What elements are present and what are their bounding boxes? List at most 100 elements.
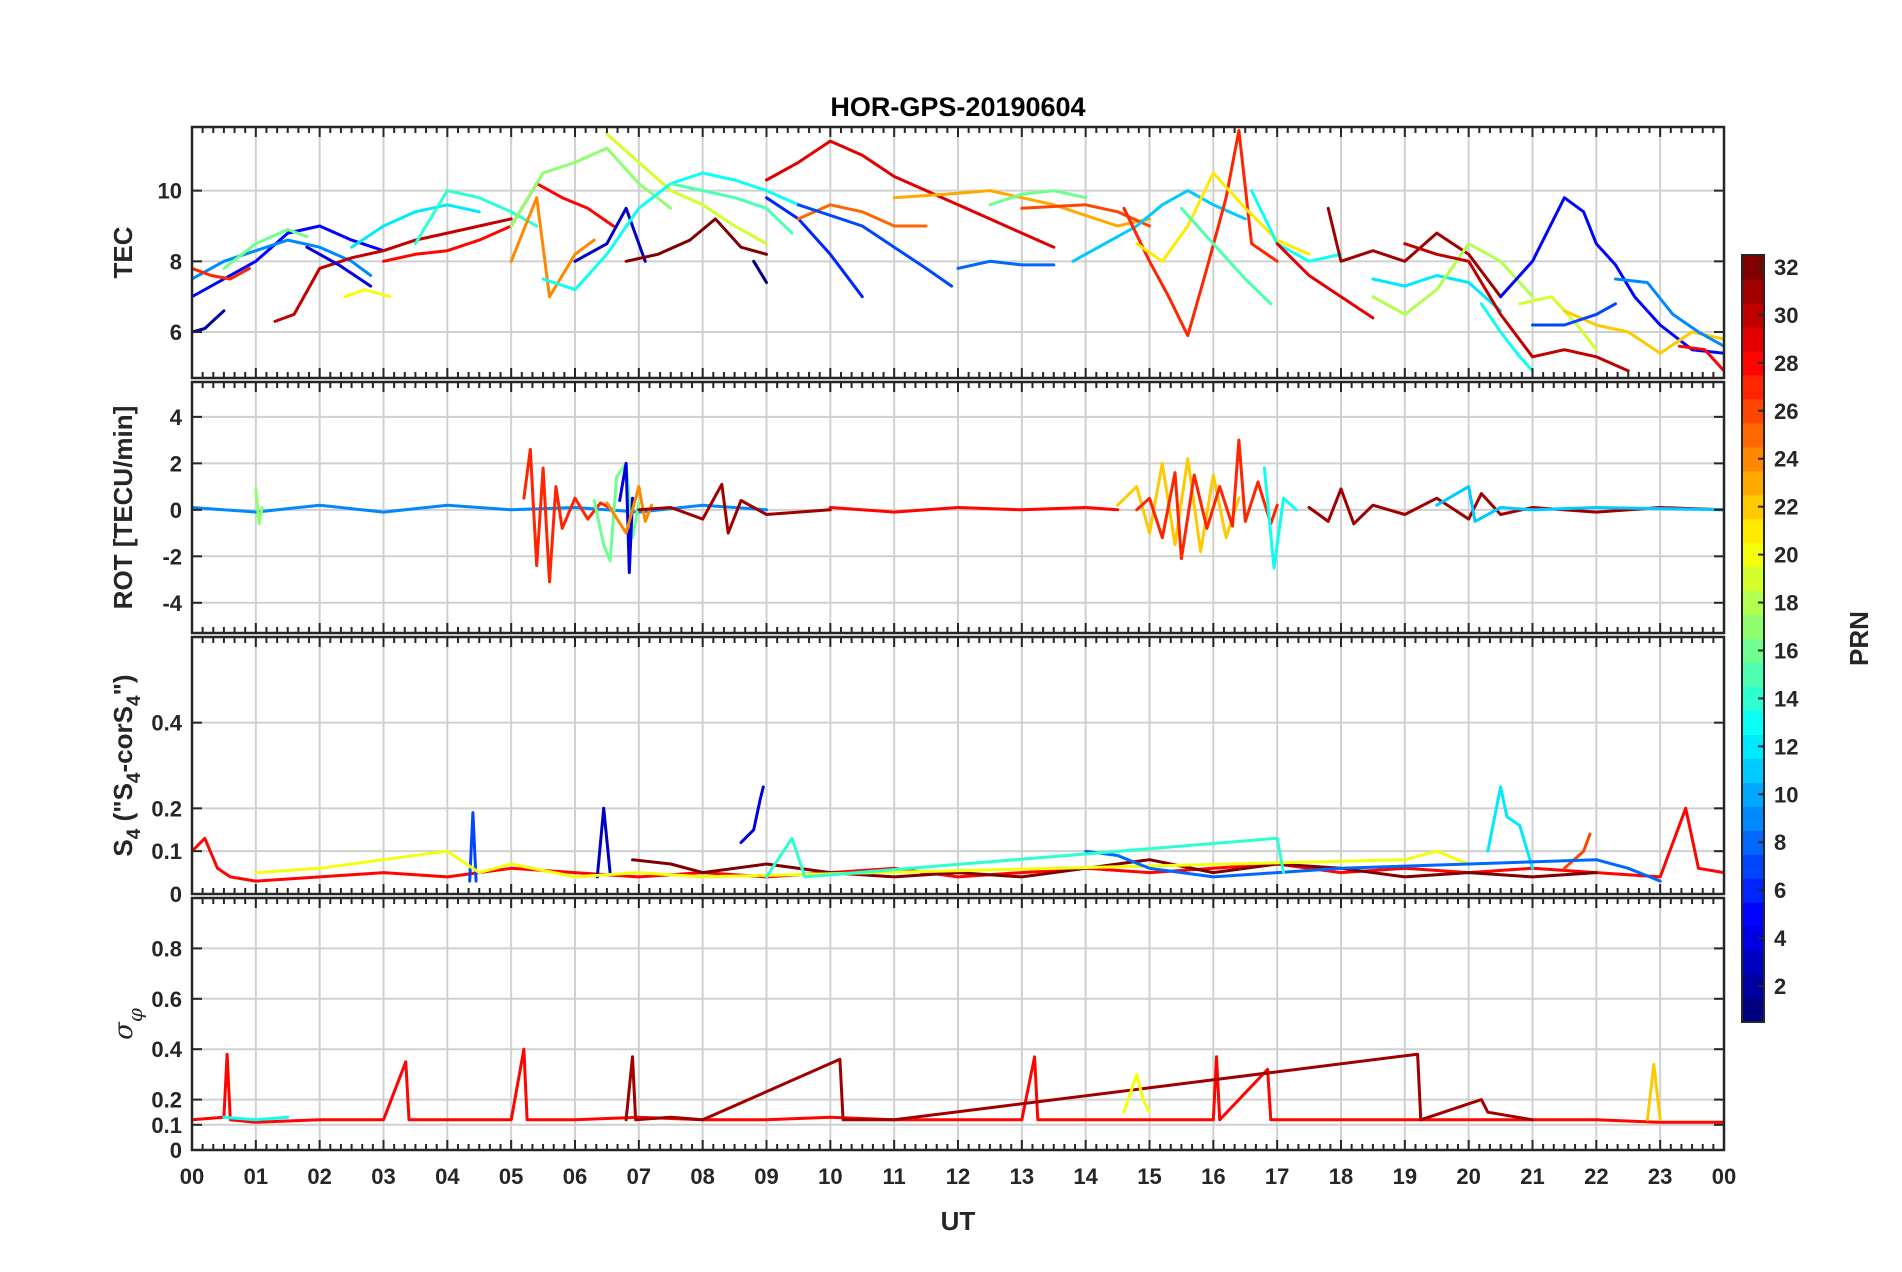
series-prn-17 [254,487,264,526]
series-prn-7 [796,203,954,288]
y-axis-title-rot: ROT [TECU/min] [108,406,138,610]
series-prn-27 [1135,438,1279,561]
series-prn-22 [1116,457,1241,554]
series-prn-26 [1562,832,1592,870]
colorbar-segment [1742,638,1764,664]
colorbar-segment [1742,374,1764,400]
series-prn-27 [1122,129,1279,338]
series-prn-31 [624,1052,1534,1122]
series-prn-11 [1071,189,1247,263]
x-tick-label: 08 [690,1164,714,1189]
series-prn-19 [605,132,768,246]
series-prn-31 [1326,206,1503,299]
colorbar-segment [1742,806,1764,831]
colorbar-tick-label: 4 [1774,926,1787,951]
y-tick-label: 2 [170,451,182,476]
colorbar-segment [1742,590,1764,616]
colorbar-segment [1742,854,1764,879]
series-prn-1 [752,259,768,284]
series-prn-29 [1275,242,1375,320]
series-prn-19 [1518,295,1598,352]
colorbar-segment [1742,470,1764,496]
series-prn-15 [1179,206,1273,306]
series-prn-8 [1084,849,1662,883]
series-prn-11 [1435,485,1724,523]
x-tick-label: 05 [499,1164,523,1189]
series-prn-4 [305,245,373,288]
y-tick-label: -2 [162,544,182,569]
x-tick-label: 18 [1329,1164,1353,1189]
colorbar-segment [1742,278,1764,304]
x-tick-label: 16 [1201,1164,1225,1189]
y-tick-label: 0.4 [151,711,182,736]
traces-rot [192,438,1724,584]
panel-sigma: 00.10.2 0.4 0.6 0.8 σφ 00 01 02 03 04 05 06 07 08 09 10… [109,896,1736,1189]
x-tick-label: 13 [1010,1164,1034,1189]
x-tick-label: 01 [244,1164,268,1189]
colorbar-segment [1742,255,1764,280]
series-prn-27 [522,447,615,584]
series-prn-20 [1122,1072,1151,1114]
series-prn-9 [1614,277,1724,348]
series-prn-22 [1645,1062,1662,1122]
colorbar-tick-label: 12 [1774,734,1798,759]
series-prn-24 [605,485,654,535]
series-prn-14 [765,836,1285,879]
x-tick-label: 19 [1393,1164,1417,1189]
y-tick-label: 0.2 [151,796,182,821]
y-tick-label: 4 [170,405,183,430]
x-axis-title: UT [941,1206,976,1236]
panel-rot: -4 -2 0 2 4 ROT [TECU/min] [108,380,1726,635]
colorbar-tick-label: 22 [1774,495,1798,520]
colorbar-segment [1742,614,1764,640]
series-prn-12 [350,203,481,249]
colorbar-segment [1742,350,1764,376]
series-prn-17 [509,146,673,228]
colorbar-tick-label: 14 [1774,686,1799,711]
x-tick-label: 02 [307,1164,331,1189]
y-tick-label: -4 [162,591,182,616]
colorbar-tick-label: 20 [1774,543,1798,568]
series-prn-28 [192,1047,1724,1124]
y-axis-title-tec: TEC [108,226,138,278]
colorbar-tick-label: 8 [1774,830,1786,855]
series-prn-27 [192,266,251,281]
series-prn-3 [573,206,647,263]
panel-tec: 6 8 10 TEC [108,125,1726,380]
colorbar-tick-label: 16 [1774,638,1798,663]
series-prn-28 [828,506,1120,514]
colorbar-segment [1742,974,1764,999]
colorbar-segment [1742,998,1764,1023]
colorbar-segment [1742,950,1764,975]
series-prn-15 [669,182,794,235]
colorbar-segment [1742,518,1764,544]
colorbar-segment [1742,710,1764,735]
series-prn-29 [765,139,1056,249]
series-prn-7 [1531,302,1617,327]
colorbar-segment [1742,398,1764,424]
colorbar-tick-label: 2 [1774,974,1786,999]
colorbar-tick-label: 18 [1774,591,1798,616]
colorbar-segment [1742,734,1764,759]
x-tick-label: 04 [435,1164,460,1189]
series-prn-2 [192,309,226,334]
colorbar-segment [1742,878,1764,903]
chart-title: HOR-GPS-20190604 [830,92,1085,122]
x-tick-label: 21 [1520,1164,1544,1189]
series-prn-4 [618,461,634,575]
colorbar-tick-label: 26 [1774,399,1798,424]
series-prn-22 [1562,309,1724,355]
series-prn-13 [1250,189,1343,263]
colorbar-segment [1742,782,1764,807]
series-prn-30 [1403,242,1630,373]
series-prn-4 [739,785,765,845]
series-prn-12 [1371,274,1503,313]
y-axis-title-sigma: σφ [109,1008,147,1040]
series-prn-13 [222,1115,290,1122]
x-tick-label: 09 [754,1164,778,1189]
y-tick-label: 0 [170,882,182,907]
x-tick-label: 20 [1456,1164,1480,1189]
colorbar-segment [1742,902,1764,927]
traces-s4 [192,785,1724,883]
